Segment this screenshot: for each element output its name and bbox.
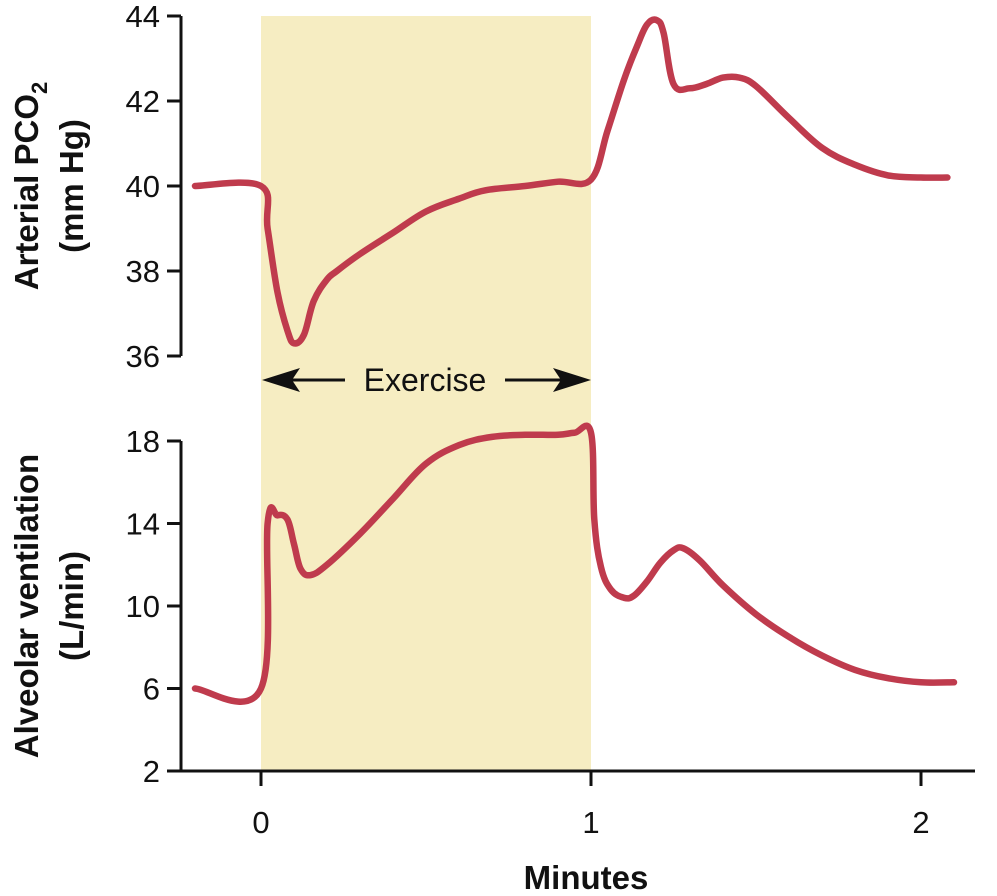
top-y-axis-title-subscript: 2 — [27, 82, 52, 94]
exercise-arrow-right-head — [553, 368, 591, 392]
top-y-tick-label: 44 — [126, 0, 160, 34]
x-tick-label: 0 — [252, 805, 269, 840]
exercise-label: Exercise — [364, 362, 487, 398]
bottom-y-axis-title-units: (L/min) — [53, 551, 90, 661]
x-ticks: 0 1 2 — [252, 771, 930, 840]
bottom-y-tick-label: 14 — [126, 507, 160, 542]
x-tick-label: 1 — [582, 805, 599, 840]
x-tick-label: 2 — [912, 805, 929, 840]
bottom-y-axis-title: Alveolar ventilation — [8, 454, 45, 758]
bottom-y-tick-label: 6 — [143, 672, 160, 707]
bottom-y-tick-label: 18 — [126, 424, 160, 459]
exercise-shaded-region — [261, 16, 591, 771]
top-y-tick-label: 38 — [126, 254, 160, 289]
top-y-axis-title: Arterial PCO2 — [8, 82, 52, 290]
exercise-arrow-left-head — [262, 368, 300, 392]
bottom-panel: 18 14 10 6 2 0 1 2 Alveolar ventilation (L/min… — [8, 422, 975, 896]
top-panel: 44 42 40 38 36 Arterial PCO2 (mm Hg) — [8, 0, 951, 374]
top-y-tick-label: 40 — [126, 169, 160, 204]
top-y-tick-label: 42 — [126, 84, 160, 119]
top-y-tick-label: 36 — [126, 339, 160, 374]
bottom-y-tick-label: 2 — [143, 754, 160, 789]
top-y-axis-title-units: (mm Hg) — [53, 119, 90, 253]
bottom-y-tick-label: 10 — [126, 589, 160, 624]
x-axis-title: Minutes — [524, 859, 649, 896]
bottom-y-ticks: 18 14 10 6 2 — [126, 424, 181, 789]
alveolar-ventilation-line — [191, 422, 958, 705]
top-y-axis-title-main: Arterial PCO — [8, 94, 45, 290]
exercise-arrow: Exercise — [262, 362, 591, 398]
top-y-ticks: 44 42 40 38 36 — [126, 0, 181, 374]
arterial-pco2-line — [191, 16, 951, 347]
